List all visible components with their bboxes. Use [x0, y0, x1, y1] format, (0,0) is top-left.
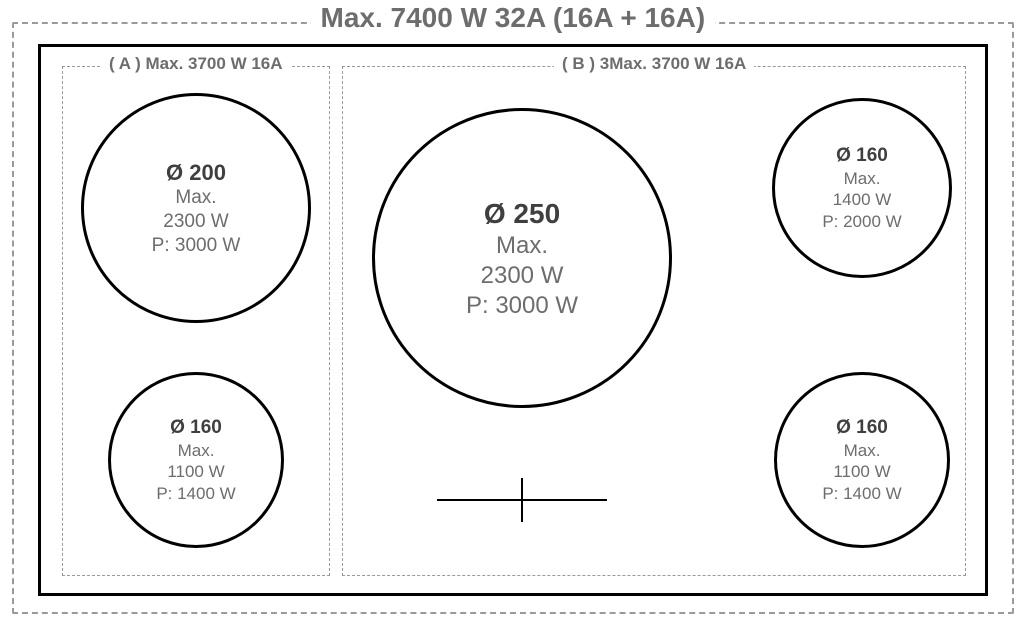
- zone-a-title: ( A ) Max. 3700 W 16A: [101, 54, 291, 74]
- burner-b-top-right-max-label: Max.: [844, 168, 881, 189]
- burner-b-bottom-right: Ø 160Max.1100 WP: 1400 W: [774, 372, 950, 548]
- burner-b-center-pwatts: P: 3000 W: [466, 291, 578, 321]
- burner-a-top-max-label: Max.: [175, 186, 216, 210]
- zone-b-title: ( B ) 3Max. 3700 W 16A: [554, 54, 754, 74]
- burner-b-center-max-label: Max.: [496, 231, 548, 261]
- burner-b-top-right: Ø 160Max.1400 WP: 2000 W: [772, 98, 952, 278]
- burner-b-top-right-pwatts: P: 2000 W: [822, 211, 901, 232]
- burner-b-center: Ø 250Max.2300 WP: 3000 W: [372, 108, 672, 408]
- burner-b-bottom-right-pwatts: P: 1400 W: [822, 483, 901, 504]
- burner-b-center-watts: 2300 W: [481, 261, 564, 291]
- burner-a-bottom-max-label: Max.: [178, 440, 215, 461]
- burner-a-bottom: Ø 160Max.1100 WP: 1400 W: [108, 372, 284, 548]
- burner-b-bottom-right-watts: 1100 W: [833, 461, 890, 482]
- burner-b-top-right-watts: 1400 W: [833, 189, 892, 210]
- burner-a-top-watts: 2300 W: [163, 210, 228, 234]
- burner-b-center-diameter: Ø 250: [484, 196, 560, 231]
- burner-a-bottom-diameter: Ø 160: [170, 416, 222, 440]
- burner-a-top-pwatts: P: 3000 W: [152, 234, 241, 258]
- burner-a-bottom-pwatts: P: 1400 W: [156, 483, 235, 504]
- outer-title: Max. 7400 W 32A (16A + 16A): [311, 2, 716, 34]
- burner-a-top-diameter: Ø 200: [166, 159, 226, 187]
- burner-a-top: Ø 200Max.2300 WP: 3000 W: [81, 93, 311, 323]
- burner-a-bottom-watts: 1100 W: [167, 461, 224, 482]
- burner-b-bottom-right-diameter: Ø 160: [836, 416, 888, 440]
- burner-b-top-right-diameter: Ø 160: [836, 144, 888, 168]
- burner-b-bottom-right-max-label: Max.: [844, 440, 881, 461]
